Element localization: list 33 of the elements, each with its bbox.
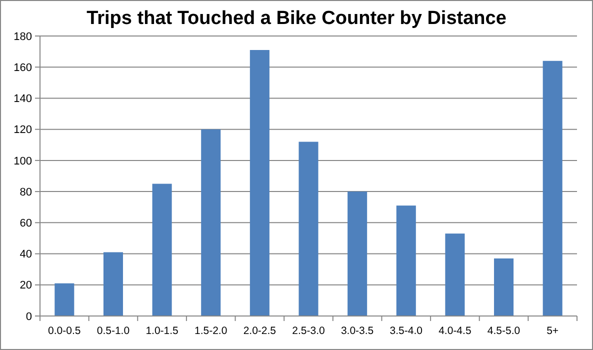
- y-tick-label: 100: [14, 155, 32, 168]
- bar: [298, 142, 318, 316]
- x-tick-label: 4.0-4.5: [438, 325, 472, 337]
- y-tick-label: 60: [20, 218, 32, 230]
- y-tick-label: 80: [20, 186, 32, 198]
- bar: [396, 206, 416, 316]
- bar: [201, 129, 221, 316]
- y-tick-label: 140: [14, 93, 32, 106]
- bar: [54, 283, 74, 316]
- y-tick-label: 180: [14, 30, 32, 43]
- y-tick-label: 160: [14, 62, 32, 74]
- chart-title: Trips that Touched a Bike Counter by Distance: [86, 8, 506, 29]
- y-tick-label: 20: [20, 280, 32, 292]
- bar: [152, 184, 172, 316]
- x-tick-label: 5+: [546, 325, 559, 337]
- x-tick-label: 0.0-0.5: [48, 325, 81, 337]
- bar: [103, 252, 123, 316]
- x-tick-label: 1.5-2.0: [194, 325, 228, 337]
- x-tick-label: 4.5-5.0: [487, 325, 520, 337]
- bar: [494, 258, 514, 316]
- x-tick-label: 2.0-2.5: [243, 325, 276, 337]
- x-tick-label: 1.0-1.5: [146, 325, 179, 337]
- y-tick-label: 120: [14, 124, 32, 136]
- bar: [348, 192, 368, 316]
- x-tick-label: 3.5-4.0: [390, 325, 423, 337]
- x-tick-label: 0.5-1.0: [96, 325, 130, 337]
- bar: [250, 50, 270, 316]
- y-tick-label: 40: [20, 248, 32, 261]
- y-tick-label: 0: [26, 310, 32, 323]
- x-tick-label: 3.0-3.5: [340, 325, 374, 337]
- x-tick-label: 2.5-3.0: [292, 325, 325, 337]
- bar: [542, 60, 562, 316]
- bar: [445, 234, 465, 316]
